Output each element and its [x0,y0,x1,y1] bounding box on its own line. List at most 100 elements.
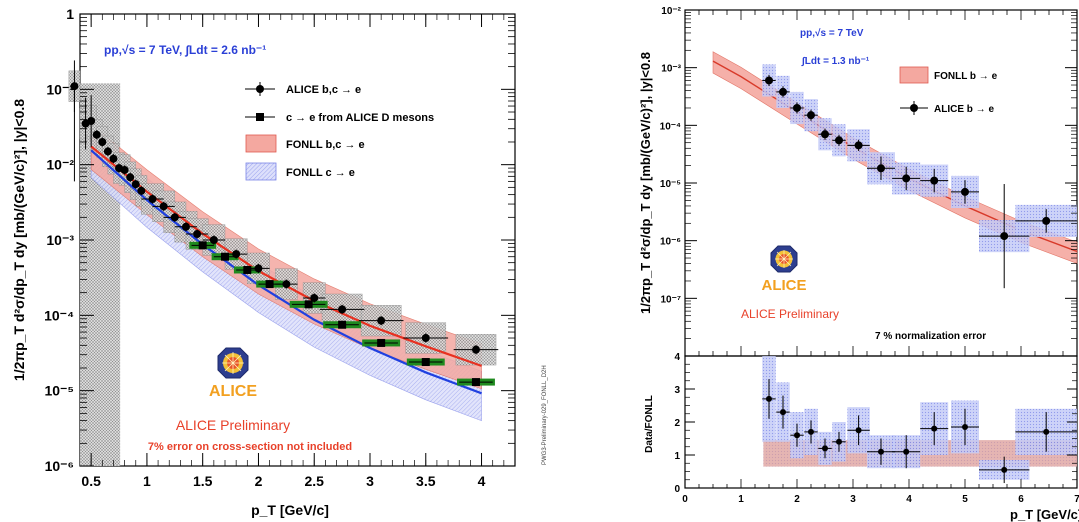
x-tick-label: 3 [366,473,374,489]
ratio-point [836,438,842,445]
ratio-y-tick-label: 2 [674,418,680,429]
y-tick-label: 10⁻⁵ [660,179,681,190]
y-tick-label: 10⁻¹ [46,81,74,97]
y-tick-label: 10⁻³ [661,64,681,75]
alice-bc-point [254,264,263,273]
alice-b-point [807,111,815,120]
ratio-x-tick-label: 1 [738,494,744,505]
ratio-x-tick-label: 0 [682,494,688,505]
d-meson-point [221,252,229,261]
x-tick-label: 2.5 [304,473,324,489]
d-meson-point [265,280,274,289]
alice-bc-point [232,250,241,259]
right-run-annotation-lumi: ∫Ldt = 1.3 nb⁻¹ [801,56,870,67]
alice-bc-point [209,236,218,244]
legend-label-d-mesons: c → e from ALICE D mesons [286,112,434,124]
alice-bc-point [103,147,112,156]
y-tick-label: 10⁻⁷ [660,294,681,305]
x-tick-label: 1.5 [193,473,213,489]
legend-marker-circle [256,85,264,93]
right-data-points [762,74,1077,289]
legend-label-fonll-c: FONLL c → e [286,167,355,179]
d-meson-point [338,320,347,329]
left-alice-preliminary: ALICE Preliminary [176,417,290,433]
y-tick-label: 10⁻⁵ [44,383,74,399]
ratio-point [822,445,828,452]
alice-bc-point [131,180,140,189]
ratio-point [1001,466,1008,473]
right-alice-logo: ALICE [762,245,807,294]
alice-bc-point [126,173,135,182]
ratio-point [808,428,814,435]
y-tick-label: 10⁻² [661,6,681,17]
right-axis-ticks: 10⁻⁷ 10⁻⁶ 10⁻⁵ 10⁻⁴ 10⁻³ 10⁻² [660,6,1078,356]
d-meson-point [471,378,480,387]
legend-marker-alice-b [910,104,918,112]
legend-swatch-fonll-c [245,162,277,181]
alice-b-point [902,174,911,183]
alice-b-point [793,103,801,112]
alice-b-point [821,130,829,139]
alice-bc-point [421,334,430,343]
y-tick-label: 10⁻³ [46,232,74,248]
ratio-x-tick-label: 3 [850,494,856,505]
legend-swatch-fonll-bc [245,134,277,153]
alice-bc-point [170,213,179,222]
d-meson-point [304,300,313,309]
left-legend: ALICE b,c → e c → e from ALICE D mesons … [245,82,434,181]
right-x-axis-label: p_T [GeV/c] [1010,507,1079,522]
alice-b-point [1000,232,1009,241]
left-chart: 10⁻⁶ 10⁻⁵ 10⁻⁴ 10⁻³ 10⁻² 10⁻¹ 1 0.5 1 1.5 2 2.5 3 3.5… [11,6,548,518]
alice-b-point [765,76,773,85]
x-tick-label: 2 [255,473,263,489]
alice-b-point [779,87,787,96]
y-tick-label: 10⁻² [46,157,74,173]
legend-label-alice-b: ALICE b → e [934,104,994,115]
right-systematic-boxes [762,64,1077,253]
x-tick-label: 4 [478,473,486,489]
legend-label-alice-bc: ALICE b,c → e [286,84,361,96]
alice-b-point [877,164,885,173]
ratio-y-axis-label: Data/FONLL [644,395,655,453]
legend-label-fonll-b: FONLL b → e [934,71,998,82]
x-tick-label: 3.5 [416,473,436,489]
ratio-x-tick-label: 7 [1074,494,1079,505]
left-side-tag: PWG3-Preliminary-029_FONLL_D2H [542,365,548,465]
ratio-point [766,395,772,402]
ratio-y-tick-label: 3 [674,385,680,396]
ratio-point [903,448,910,455]
ratio-point [878,448,884,455]
right-chart: 10⁻⁷ 10⁻⁶ 10⁻⁵ 10⁻⁴ 10⁻³ 10⁻² 0 1 2 3 4 0 1 2 3 4 5 6 7 p… [638,6,1079,522]
x-tick-label: 1 [143,473,151,489]
y-tick-label: 10⁻⁴ [44,307,74,323]
alice-bc-point [120,165,129,174]
ratio-y-tick-label: 4 [674,352,680,363]
y-tick-label: 10⁻⁶ [660,237,681,248]
right-run-annotation-energy: pp,√s = 7 TeV [800,28,864,39]
d-meson-point [421,358,430,367]
fonll-c-curve [90,149,482,395]
ratio-point [962,423,968,430]
ratio-x-tick-label: 4 [906,494,912,505]
alice-b-point [930,176,939,185]
alice-bc-point [92,130,101,139]
left-run-annotation: pp,√s = 7 TeV, ∫Ldt = 2.6 nb⁻¹ [104,43,266,57]
alice-bc-point [282,280,291,289]
legend-label-fonll-bc: FONLL b,c → e [286,139,365,151]
ratio-y-tick-label: 0 [674,484,680,495]
d-meson-point [198,241,207,250]
alice-bc-point [148,195,157,204]
ratio-axis-ticks: 0 1 2 3 4 0 1 2 3 4 5 6 7 [674,352,1079,505]
ratio-x-tick-label: 5 [962,494,968,505]
x-tick-label: 0.5 [81,473,101,489]
alice-b-point [854,141,863,150]
ratio-data-points [762,379,1077,484]
legend-swatch-fonll-b [899,66,929,84]
y-tick-label: 1 [66,6,74,22]
alice-bc-point [98,137,107,146]
ratio-point [780,409,786,416]
alice-bc-point [471,345,480,354]
ratio-x-tick-label: 6 [1018,494,1024,505]
ratio-y-tick-label: 1 [674,451,680,462]
alice-bc-point [181,222,190,231]
